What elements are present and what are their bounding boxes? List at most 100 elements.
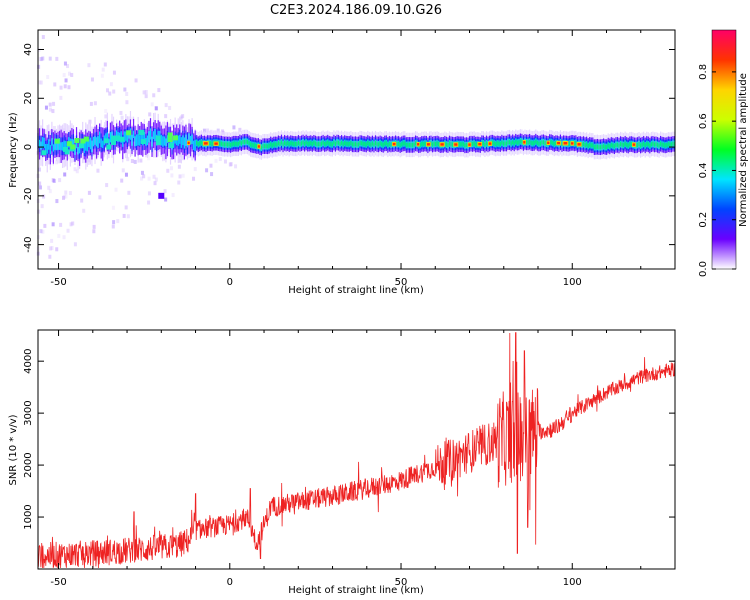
spectrogram-band-cell (464, 143, 466, 148)
spectrogram-band-cell (300, 141, 303, 146)
spectrogram-band-cell (552, 140, 554, 145)
spectrogram-noise-cell (157, 88, 161, 93)
spectrogram-band-cell (399, 143, 401, 148)
spectrogram-band-cell (623, 143, 625, 147)
spectrogram-band-cell (595, 145, 597, 149)
spectrogram-speckle-cell (74, 138, 80, 144)
snr-panel: -50 0 50 100 1000 2000 3000 4000 Height of stra… (8, 329, 676, 596)
spectrogram-band-cell (373, 142, 375, 147)
spectrogram-band-cell (584, 143, 586, 148)
spectrogram-band-cell (667, 142, 669, 147)
spectrogram-band-cell (512, 140, 514, 145)
spectrogram-band-cell (445, 142, 447, 147)
spectrogram-band-cell (473, 141, 475, 146)
spectrogram-band-cell (46, 143, 48, 154)
spectrogram-peak-cell (203, 142, 208, 145)
spectrogram-band-cell (108, 139, 110, 149)
spectrogram-noise-cell (111, 224, 115, 229)
spectrogram-band-cell (656, 142, 659, 147)
spectrogram-band-cell (290, 141, 292, 146)
spectrogram-noise-cell (147, 176, 151, 181)
spectrogram-noise-cell (104, 109, 108, 114)
spectrogram-band-cell (62, 141, 64, 151)
spectrogram-noise-cell (168, 105, 172, 110)
spectrogram-peak-cell (632, 143, 636, 146)
spectrogram-noise-cell (66, 64, 70, 69)
snr-frame (37, 329, 676, 570)
spectrogram-noise-cell (44, 105, 48, 110)
spectrogram-band-cell (253, 143, 255, 148)
spectrogram-band-cell (77, 147, 79, 155)
spectrogram-outlier-cell (158, 192, 165, 199)
spectrogram-noise-cell (70, 72, 74, 77)
spectrogram-band-cell (407, 142, 409, 147)
spectrogram-band-cell (152, 131, 155, 140)
spectrogram-noise-cell (73, 167, 77, 172)
spectrogram-speckle-cell (83, 136, 89, 142)
spectrogram-noise-cell (51, 222, 55, 227)
spectrogram-band-cell (544, 141, 546, 146)
spectrogram-noise-cell (147, 200, 151, 205)
spectrogram-noise-cell (71, 221, 75, 226)
spectrogram-band-cell (365, 142, 367, 147)
spectrogram-band-cell (327, 140, 329, 145)
spectrogram-band-cell (438, 142, 440, 147)
spectrogram-band-cell (388, 141, 390, 146)
spectrogram-noise-cell (153, 181, 157, 186)
spectrogram-band-cell (499, 142, 501, 146)
spectrogram-band-cell (385, 141, 387, 146)
spectrogram-speckle-cell (168, 143, 174, 149)
spectrogram-band-cell (433, 141, 435, 146)
spectrogram-band-cell (248, 141, 250, 146)
spectrogram-speckle-cell (54, 138, 60, 144)
snr-y-tick-label: 2000 (23, 452, 34, 477)
spectrogram-noise-cell (234, 133, 238, 138)
spectrogram-band-cell (666, 143, 668, 148)
spectrogram-peak-cell (187, 141, 190, 145)
spectrogram-band-cell (663, 142, 665, 147)
spectrogram-band-cell (337, 140, 340, 145)
spectrogram-band-cell (89, 137, 91, 150)
spectrogram-band-cell (222, 142, 224, 147)
spectrogram-noise-cell (93, 101, 97, 106)
spectrogram-band-cell (102, 140, 104, 149)
spectrogram-band-cell (430, 141, 432, 146)
spectrogram-band-cell (573, 141, 575, 146)
spectrogram-band-cell (471, 142, 474, 146)
spectrogram-band-cell (630, 142, 632, 147)
spectrogram-band-cell (38, 139, 41, 148)
spectrogram-y-tick-label: 0 (23, 144, 34, 150)
spectrogram-band-cell (396, 142, 398, 147)
spectrogram-noise-cell (130, 116, 134, 121)
spectrogram-band-cell (122, 137, 124, 147)
spectrogram-noise-cell (133, 159, 137, 164)
spectrogram-band-cell (136, 134, 138, 146)
spectrogram-band-cell (243, 139, 246, 144)
spectrogram-band-cell (461, 142, 463, 147)
spectrogram-band-cell (444, 141, 446, 146)
spectrogram-band-cell (629, 142, 631, 147)
spectrogram-noise-cell (125, 91, 129, 96)
spectrogram-band-cell (279, 141, 281, 146)
spectrogram-speckle-cell (167, 132, 173, 138)
spectrogram-band-cell (231, 142, 233, 147)
spectrogram-peak-cell (257, 145, 260, 148)
spectrogram-noise-cell (126, 214, 130, 219)
spectrogram-band-cell (137, 134, 139, 146)
spectrogram-band-cell (225, 142, 227, 147)
spectrogram-band-cell (582, 142, 585, 146)
spectrogram-band-cell (604, 144, 606, 149)
spectrogram-noise-cell (134, 78, 138, 83)
spectrogram-band-cell (49, 145, 51, 155)
spectrogram-band-cell (183, 137, 186, 149)
spectrogram-band-cell (650, 142, 652, 147)
spectrogram-noise-cell (112, 70, 116, 75)
spectrogram-speckle-cell (80, 138, 86, 144)
spectrogram-band-cell (359, 141, 361, 145)
spectrogram-noise-cell (123, 87, 127, 92)
spectrogram-band-cell (541, 140, 543, 145)
spectrogram-band-cell (581, 142, 583, 147)
spectrogram-noise-cell (37, 209, 41, 214)
spectrogram-band-cell (476, 142, 478, 147)
spectrogram-band-cell (414, 141, 417, 146)
